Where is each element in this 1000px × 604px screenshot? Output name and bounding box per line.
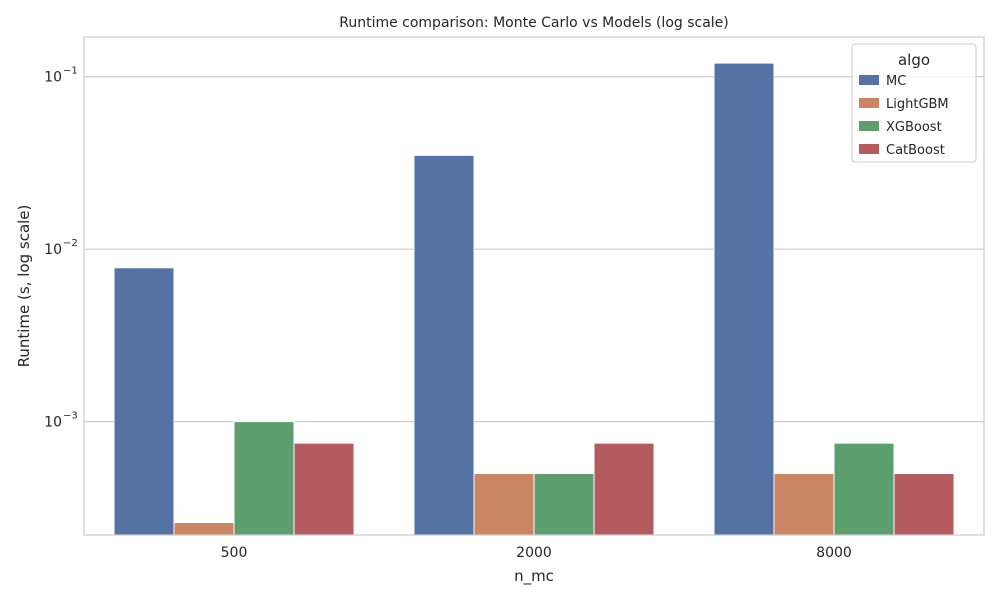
bar-lightgbm-500 bbox=[173, 521, 235, 536]
chart-title: Runtime comparison: Monte Carlo vs Model… bbox=[339, 15, 729, 31]
bars bbox=[113, 62, 955, 536]
x-tick-label: 500 bbox=[221, 545, 248, 561]
bar-catboost-2000 bbox=[593, 442, 655, 536]
legend-swatch bbox=[859, 144, 879, 154]
bar-xgboost-500 bbox=[233, 421, 295, 536]
legend-swatch bbox=[859, 121, 879, 131]
legend-swatch bbox=[859, 75, 879, 85]
y-tick-base: 10 bbox=[44, 70, 62, 86]
legend-label: MC bbox=[886, 74, 906, 89]
y-tick-exponent: −1 bbox=[63, 66, 78, 77]
bar-xgboost-8000 bbox=[833, 442, 895, 536]
y-axis-label: Runtime (s, log scale) bbox=[15, 205, 33, 368]
legend-items: MC LightGBM XGBoost CatBoost bbox=[859, 74, 949, 158]
legend-label: XGBoost bbox=[886, 120, 942, 135]
y-tick-label: 10 −3 bbox=[44, 411, 78, 431]
bar-mc-2000 bbox=[413, 154, 475, 536]
y-tick-label: 10 −2 bbox=[44, 238, 78, 258]
legend-swatch bbox=[859, 98, 879, 108]
bar-xgboost-2000 bbox=[533, 473, 595, 536]
y-tick-label: 10 −1 bbox=[44, 66, 78, 86]
x-tick-label: 8000 bbox=[816, 545, 852, 561]
y-tick-base: 10 bbox=[44, 415, 62, 431]
legend: algo MC LightGBM XGBoost CatBoost bbox=[851, 43, 977, 163]
legend-title: algo bbox=[898, 51, 930, 69]
y-tick-labels: 10−310−210−1 bbox=[44, 66, 78, 431]
y-tick-base: 10 bbox=[44, 242, 62, 258]
legend-label: CatBoost bbox=[886, 143, 945, 158]
y-tick-exponent: −2 bbox=[63, 238, 78, 249]
bar-lightgbm-8000 bbox=[773, 473, 835, 536]
y-tick-exponent: −3 bbox=[63, 411, 78, 422]
legend-label: LightGBM bbox=[886, 97, 949, 112]
bar-catboost-500 bbox=[293, 442, 355, 536]
bar-catboost-8000 bbox=[893, 473, 955, 536]
plot-frame bbox=[83, 36, 985, 536]
x-tick-label: 2000 bbox=[516, 545, 552, 561]
bar-mc-8000 bbox=[713, 62, 775, 536]
x-axis-label: n_mc bbox=[514, 567, 554, 586]
bar-mc-500 bbox=[113, 267, 175, 536]
bar-lightgbm-2000 bbox=[473, 473, 535, 536]
legend-frame bbox=[851, 43, 977, 163]
x-tick-labels: 500 2000 8000 bbox=[221, 545, 852, 561]
